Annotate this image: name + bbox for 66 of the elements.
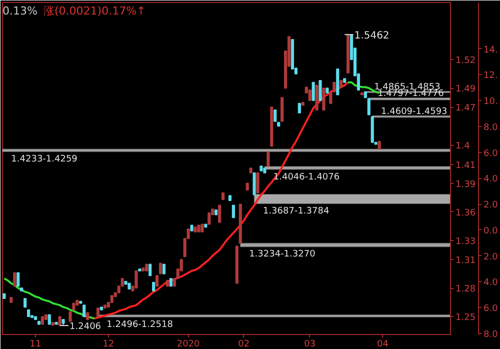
y2-tick-label: 4.0 xyxy=(484,174,498,185)
candlestick xyxy=(162,264,166,274)
x-tick-label: 04 xyxy=(377,340,389,349)
y-tick-label: 1.52 xyxy=(456,56,476,66)
y2-tick-label: 6.0 xyxy=(484,148,498,159)
y-tick-label: 1.25 xyxy=(456,313,476,324)
y-tick-label: 1.41 xyxy=(456,160,476,171)
line-series xyxy=(3,278,96,320)
x-tick-label: 11 xyxy=(30,340,42,349)
candlestick xyxy=(148,264,152,276)
candlestick xyxy=(322,88,326,110)
candlestick xyxy=(158,262,162,274)
y-tick-label: 1.31 xyxy=(456,256,476,266)
annotation: 1.2406 xyxy=(70,322,102,332)
candlestick xyxy=(134,270,138,289)
candlestick xyxy=(156,275,159,287)
y2-tick-label: 2.0 xyxy=(484,200,498,211)
annotation: 涨(0.0021)0.17%↑ xyxy=(44,4,146,18)
candlestick xyxy=(298,102,301,114)
candlestick xyxy=(312,82,315,101)
x-tick-label: 12 xyxy=(102,340,114,349)
candlestick xyxy=(308,90,312,101)
y2-tick-label: 14. xyxy=(484,45,498,56)
x-tick-label: 02 xyxy=(238,340,250,349)
band-label: 1.3687-1.3784 xyxy=(262,206,330,217)
candlestick xyxy=(13,272,16,287)
candlestick xyxy=(232,204,235,218)
candlestick xyxy=(329,92,332,104)
y-tick-label: 1.33 xyxy=(456,236,476,247)
x-tick-label: 2020 xyxy=(176,340,200,349)
y2-tick-label: 2.0 xyxy=(484,252,498,262)
y-tick-label: 1.28 xyxy=(456,284,476,295)
y2-tick-label: 12. xyxy=(484,71,498,82)
band-label: 1.4609-1.4593 xyxy=(381,106,448,117)
y-tick-label: 1.49 xyxy=(456,84,476,95)
candlestick xyxy=(16,272,20,287)
y2-tick-label: 10. xyxy=(484,97,498,108)
candlestick xyxy=(367,98,370,116)
y2-tick-label: 8.0 xyxy=(484,122,498,133)
y2-tick-label: 4.0 xyxy=(484,278,498,288)
candlestick xyxy=(266,151,270,167)
candlestick xyxy=(280,97,284,122)
band-label: 1.3234-1.3270 xyxy=(249,250,316,260)
x-tick-label: 03 xyxy=(304,340,316,349)
candlestick xyxy=(274,109,277,122)
y2-tick-label: 6.0 xyxy=(484,304,498,314)
y-tick-label: 1.36 xyxy=(456,208,476,218)
band-label: 1.2496-1.2518 xyxy=(106,320,174,330)
band-label: 1.4233-1.4259 xyxy=(11,154,78,165)
candlestick xyxy=(252,172,256,196)
candlestick xyxy=(218,204,222,223)
candlestick xyxy=(256,172,260,194)
candlestick xyxy=(332,82,336,92)
y-tick-label: 1.47 xyxy=(456,104,476,114)
candlestick xyxy=(82,304,86,318)
y-tick-label: 1.4 xyxy=(456,142,470,152)
annotation: 1.5462 xyxy=(354,30,390,42)
candlestick xyxy=(68,311,72,322)
candlestick xyxy=(48,314,51,325)
line-series xyxy=(94,81,350,320)
candlestick xyxy=(208,212,211,225)
candlestick xyxy=(318,80,322,101)
y2-tick-label: 8.0 xyxy=(484,330,498,340)
y2-tick-label: 0.0 xyxy=(484,226,498,236)
y-tick-label: 1.39 xyxy=(456,180,476,190)
annotation: 0.13% xyxy=(2,4,38,18)
